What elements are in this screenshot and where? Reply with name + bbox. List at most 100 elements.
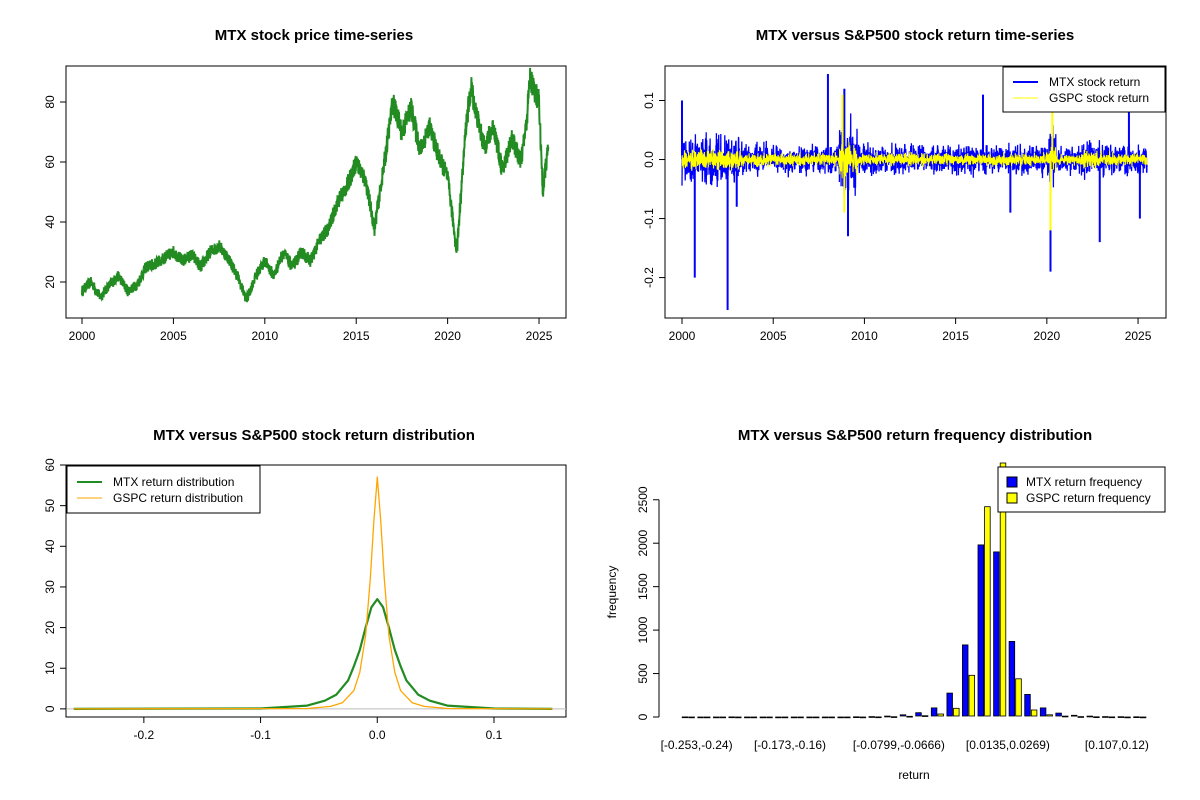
histogram-gspc-bar [953,707,960,717]
histogram-mtx-bar [977,544,984,717]
histogram-y-tick-label: 500 [636,663,650,683]
histogram-gspc-bar [999,462,1007,717]
density-y-tick-label: 60 [43,458,57,472]
price-data [81,67,550,303]
density-y-tick-label: 0 [43,705,57,712]
histogram-gspc-bar [1015,678,1022,717]
histogram-gspc-bar [704,716,711,719]
price-x-tick-label: 2010 [251,329,278,343]
histogram-gspc-bar [1139,716,1147,719]
histogram-y-tick-label: 1000 [636,616,650,643]
histogram-gspc-bar [813,716,820,719]
returns-x-tick-label: 2010 [851,329,878,343]
histogram-gspc-bar [719,716,726,719]
price-y-tick-label: 40 [43,215,57,229]
histogram-mtx-bar [899,714,907,717]
histogram-y-tick-label: 2000 [636,530,650,557]
price-y-tick-label: 60 [43,155,57,169]
returns-data [681,73,1148,311]
histogram-mtx-bar [915,712,922,717]
returns-x-tick-label: 2020 [1033,329,1060,343]
returns-y-tick-label: 0.0 [642,151,656,168]
price-x-tick-label: 2020 [434,329,461,343]
returns-gspc-series-line [681,141,1148,179]
histogram-data [681,462,1147,719]
density-gspc-curve [73,476,553,710]
histogram-gspc-bar [968,674,975,717]
histogram-mtx-bar [868,716,875,718]
histogram-mtx-bar [1055,712,1062,717]
histogram-x-tick-label: [-0.253,-0.24) [661,738,733,752]
histogram-panel: MTX versus S&P500 return frequency distr… [605,427,1166,782]
returns-title: MTX versus S&P500 stock return time-seri… [756,27,1074,44]
histogram-gspc-bar [921,715,929,717]
histogram-gspc-bar [750,716,758,719]
histogram-mtx-bar [1024,694,1031,717]
histogram-gspc-bar [828,716,835,719]
histogram-mtx-bar [744,716,751,719]
histogram-mtx-bar [775,716,782,719]
histogram-mtx-bar [806,716,813,719]
histogram-mtx-bar [930,707,938,717]
histogram-y-tick-label: 0 [636,713,650,720]
histogram-gspc-bar [1030,709,1038,717]
price-series-line [81,67,550,303]
histogram-mtx-bar [993,551,1000,717]
histogram-mtx-bar [1133,716,1140,718]
price-x-tick-label: 2005 [160,329,187,343]
histogram-gspc-bar [797,716,804,719]
returns-x-tick-label: 2000 [669,329,696,343]
histogram-gspc-bar [890,716,898,718]
histogram-gspc-bar [844,716,851,719]
returns-x-tick-label: 2025 [1125,329,1152,343]
histogram-mtx-bar [1071,714,1078,717]
histogram-gspc-bar [781,716,789,719]
returns-x-tick-label: 2015 [942,329,969,343]
returns-legend: MTX stock return GSPC stock return [1002,66,1166,113]
histogram-x-axis-label: return [898,768,929,782]
returns-legend-label-mtx: MTX stock return [1049,75,1140,89]
density-y-tick-label: 30 [43,580,57,594]
histogram-mtx-bar [728,716,735,719]
histogram-mtx-bar [790,716,798,719]
price-y-tick-label: 80 [43,95,57,109]
histogram-mtx-bar [681,716,689,719]
returns-y-tick-label: -0.2 [642,267,656,288]
histogram-gspc-bar [1046,714,1053,717]
density-y-tick-label: 20 [43,621,57,635]
histogram-gspc-bar [1077,716,1084,718]
density-panel: MTX versus S&P500 stock return distribut… [43,427,567,742]
histogram-y-tick-label: 2500 [636,486,650,513]
histogram-gspc-bar [906,715,913,718]
price-x-tick-label: 2015 [343,329,370,343]
histogram-gspc-bar [937,713,944,717]
histogram-gspc-bar [766,716,773,719]
histogram-legend-swatch-gspc [1006,492,1018,504]
density-y-tick-label: 10 [43,661,57,675]
density-x-tick-label: 0.0 [369,728,386,742]
density-y-tick-label: 50 [43,499,57,513]
histogram-x-tick-label: [-0.0799,-0.0666) [853,738,945,752]
histogram-legend-swatch-mtx [1006,476,1018,488]
histogram-legend: MTX return frequency GSPC return frequen… [997,466,1166,513]
histogram-gspc-bar [875,716,882,719]
histogram-mtx-bar [1117,716,1125,718]
histogram-legend-box [997,466,1166,513]
density-legend-label-gspc: GSPC return distribution [113,491,243,505]
returns-axes: 2000 2005 2010 2015 2020 2025 -0.2 -0.1 0.0 0.1 [642,92,1152,343]
density-title: MTX versus S&P500 stock return distribut… [153,427,475,444]
histogram-legend-label-gspc: GSPC return frequency [1026,491,1151,505]
density-legend-box [66,465,261,514]
histogram-mtx-bar [713,716,720,719]
returns-y-tick-label: 0.1 [642,92,656,109]
histogram-gspc-bar [735,716,742,719]
histogram-gspc-bar [1093,716,1100,718]
returns-legend-label-gspc: GSPC stock return [1049,91,1149,105]
histogram-title: MTX versus S&P500 return frequency distr… [738,427,1092,444]
histogram-gspc-bar [984,506,991,717]
histogram-mtx-bar [884,715,891,718]
price-axes: 2000 2005 2010 2015 2020 2025 20 40 60 80 [43,95,553,343]
histogram-gspc-bar [1124,716,1131,719]
price-title: MTX stock price time-series [215,27,413,44]
density-legend-label-mtx: MTX return distribution [113,475,234,489]
